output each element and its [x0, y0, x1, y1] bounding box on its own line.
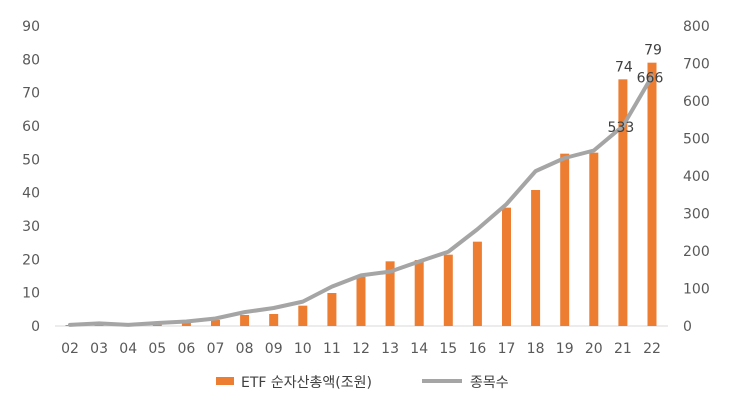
- right-tick-label: 0: [683, 319, 692, 335]
- bar: [269, 314, 279, 326]
- x-tick-label: 22: [643, 341, 661, 357]
- line-series: [68, 74, 654, 327]
- bar: [152, 324, 162, 326]
- bar: [385, 261, 395, 326]
- x-tick-label: 14: [410, 341, 428, 357]
- left-tick-label: 0: [31, 319, 40, 335]
- bar: [356, 277, 366, 326]
- left-tick-label: 30: [22, 219, 40, 235]
- right-tick-label: 800: [683, 19, 710, 35]
- left-tick-label: 60: [22, 119, 40, 135]
- x-tick-label: 08: [236, 341, 254, 357]
- x-tick-label: 03: [90, 341, 108, 357]
- left-tick-label: 50: [22, 152, 40, 168]
- bar: [298, 305, 308, 326]
- x-tick-label: 12: [352, 341, 370, 357]
- bar: [647, 62, 657, 327]
- x-tick-label: 13: [381, 341, 399, 357]
- bar: [443, 254, 453, 326]
- bar: [472, 241, 482, 326]
- right-tick-label: 700: [683, 57, 710, 73]
- legend: ETF 순자산총액(조원) 종목수: [216, 375, 509, 391]
- x-tick-label: 15: [439, 341, 457, 357]
- x-tick-label: 20: [585, 341, 603, 357]
- x-tick-label: 04: [119, 341, 137, 357]
- x-tick-label: 02: [61, 341, 79, 357]
- right-tick-label: 100: [683, 282, 710, 298]
- left-tick-label: 80: [22, 52, 40, 68]
- left-tick-label: 70: [22, 86, 40, 102]
- bar: [531, 190, 541, 326]
- x-tick-label: 11: [323, 341, 341, 357]
- right-tick-label: 500: [683, 132, 710, 148]
- x-axis: 02 03 04 05 06 07 08 09 10 11 12 13 14 15 16 17 18 19 20 21…: [55, 325, 668, 357]
- data-labels: 74 79 533 666: [608, 43, 664, 136]
- bar-data-label: 79: [644, 43, 662, 59]
- right-tick-label: 200: [683, 244, 710, 260]
- line-data-label: 533: [608, 120, 635, 136]
- line-data-label: 666: [637, 70, 664, 86]
- bar: [240, 315, 250, 326]
- x-tick-label: 09: [265, 341, 283, 357]
- right-tick-label: 600: [683, 94, 710, 110]
- bar: [502, 207, 511, 326]
- left-y-axis: 0 10 20 30 40 50 60 70 80 90: [22, 19, 40, 335]
- right-y-axis: 0 100 200 300 400 500 600 700 800: [683, 19, 710, 335]
- bar-data-label: 74: [615, 59, 633, 75]
- x-tick-label: 07: [207, 341, 225, 357]
- bar-series: [65, 62, 657, 327]
- x-tick-label: 05: [148, 341, 166, 357]
- right-tick-label: 400: [683, 169, 710, 185]
- bar: [327, 293, 337, 326]
- x-tick-label: 21: [614, 341, 632, 357]
- x-tick-label: 16: [468, 341, 486, 357]
- bar: [560, 153, 570, 326]
- left-tick-label: 10: [22, 286, 40, 302]
- left-tick-label: 90: [22, 19, 40, 35]
- bar: [589, 152, 599, 326]
- legend-swatch-bar: [216, 377, 234, 385]
- x-tick-label: 06: [177, 341, 195, 357]
- right-tick-label: 300: [683, 207, 710, 223]
- legend-label-bar: ETF 순자산총액(조원): [241, 375, 372, 391]
- left-tick-label: 40: [22, 186, 40, 202]
- bar: [211, 320, 220, 326]
- bar: [414, 260, 424, 326]
- x-tick-label: 10: [294, 341, 312, 357]
- bar: [181, 322, 191, 326]
- x-tick-label: 17: [498, 341, 516, 357]
- bar: [618, 79, 628, 326]
- x-tick-label: 18: [527, 341, 545, 357]
- x-tick-label: 19: [556, 341, 574, 357]
- left-tick-label: 20: [22, 252, 40, 268]
- legend-label-line: 종목수: [470, 375, 509, 391]
